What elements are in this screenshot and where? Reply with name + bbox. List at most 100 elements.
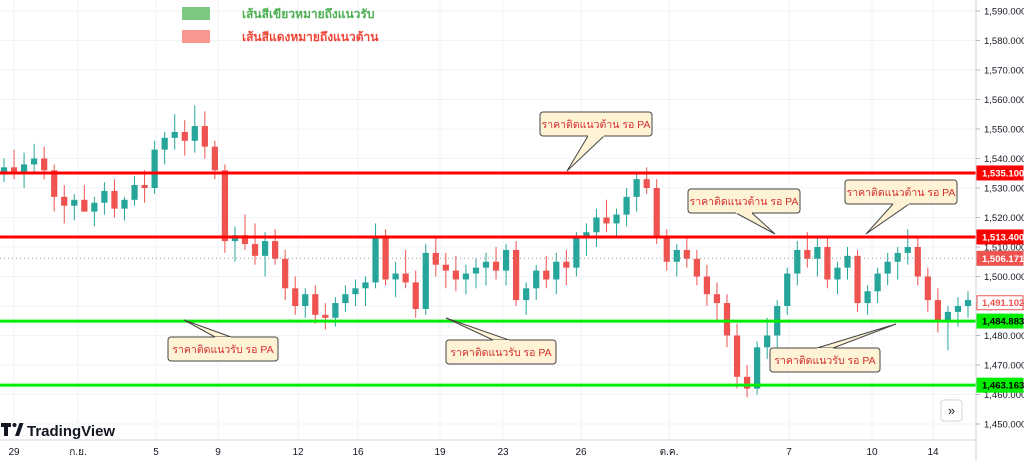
- candle-body: [41, 158, 48, 171]
- legend-label: เส้นสีแดงหมายถึงแนวต้าน: [242, 30, 379, 44]
- callout-text: ราคาติดแนวรับ รอ PA: [450, 347, 551, 359]
- candle-body: [723, 303, 731, 336]
- candle-body: [844, 255, 851, 268]
- candle-body: [472, 267, 480, 274]
- candle-body: [432, 252, 439, 265]
- candles: [0, 105, 972, 398]
- time-label: 19: [434, 447, 446, 458]
- candle-body: [241, 235, 249, 245]
- time-label: 12: [292, 447, 304, 458]
- candle-body: [402, 273, 409, 283]
- candle-body: [81, 199, 88, 212]
- candle-body: [543, 270, 550, 280]
- candle-body: [282, 258, 289, 289]
- candle-body: [523, 288, 530, 301]
- last-price-label: 1,491.102: [982, 298, 1024, 309]
- candle-body: [151, 149, 158, 188]
- resistance-price-label: 1,513.400: [982, 232, 1024, 243]
- candle-body: [251, 244, 259, 256]
- candle-body: [874, 273, 881, 292]
- candle-body: [492, 261, 500, 271]
- price-tick-label: 1,560.000: [984, 95, 1024, 106]
- callout-join: [736, 212, 752, 214]
- candle-body: [733, 335, 741, 377]
- candle-body: [804, 249, 811, 259]
- candle-body: [20, 164, 28, 174]
- candle-body: [442, 264, 449, 271]
- candle-body: [663, 238, 670, 262]
- tradingview-logo-icon: [1, 423, 11, 436]
- current-price-label: 1,506.171: [982, 254, 1024, 265]
- price-tick-label: 1,510.000: [984, 243, 1024, 254]
- candle-body: [904, 247, 911, 253]
- candle-body: [553, 261, 560, 280]
- candle-body: [191, 126, 198, 141]
- callout-join: [215, 337, 231, 339]
- scroll-to-latest-button[interactable]: »: [940, 399, 963, 422]
- callout-join: [588, 135, 604, 137]
- time-label: 10: [866, 447, 878, 458]
- grid: [0, 0, 976, 440]
- price-tick-label: 1,450.000: [984, 420, 1024, 431]
- legend: เส้นสีเขียวหมายถึงแนวรับเส้นสีแดงหมายถึง…: [182, 7, 379, 44]
- candle-body: [502, 249, 510, 271]
- candle-body: [482, 261, 490, 268]
- time-label: 5: [153, 447, 159, 458]
- candle-body: [743, 376, 751, 389]
- price-tick-label: 1,460.000: [984, 390, 1024, 401]
- candle-body: [111, 190, 118, 209]
- price-tick-label: 1,550.000: [984, 125, 1024, 136]
- candle-body: [211, 146, 218, 171]
- candle-body: [141, 185, 148, 188]
- candle-body: [61, 196, 68, 206]
- candle-body: [944, 311, 952, 321]
- candle-body: [272, 241, 279, 259]
- callout-text: ราคาติดแนวรับ รอ PA: [774, 355, 875, 367]
- legend-swatch: [182, 30, 210, 43]
- candle-body: [412, 282, 419, 309]
- candle-body: [964, 300, 972, 306]
- resistance-price-label: 1,535.100: [982, 168, 1024, 179]
- scroll-button-bg[interactable]: [940, 399, 963, 422]
- candle-body: [513, 249, 520, 301]
- tradingview-wordmark: TradingView: [27, 423, 115, 440]
- callout-text: ราคาติดแนวรับ รอ PA: [172, 344, 273, 356]
- candle-body: [181, 131, 188, 141]
- candle-body: [633, 179, 640, 197]
- candle-body: [362, 282, 369, 289]
- candle-body: [101, 190, 108, 203]
- price-tick-label: 1,590.000: [984, 7, 1024, 18]
- candle-body: [593, 217, 600, 233]
- candle-body: [10, 167, 18, 174]
- candle-body: [703, 276, 711, 295]
- support-price-label-bg: [976, 377, 1024, 393]
- callout-text: ราคาติดแนวต้าน รอ PA: [542, 119, 651, 131]
- candle-body: [814, 247, 821, 259]
- tradingview-logo-dot: [12, 423, 17, 427]
- candle-body: [322, 314, 329, 318]
- candle-body: [613, 214, 620, 224]
- time-label: 14: [927, 447, 939, 458]
- candle-body: [332, 303, 339, 318]
- tradingview-logo: TradingView: [1, 423, 115, 440]
- price-tick-label: 1,520.000: [984, 213, 1024, 224]
- time-axis[interactable]: 29 ก.ย. 5 9 12 16 19 23 26 ต.ค. 7 10 14: [0, 439, 976, 458]
- callout-join: [893, 203, 909, 205]
- support-price-label: 1,484.883: [982, 317, 1024, 328]
- candle-body: [924, 276, 931, 301]
- candle-body: [392, 273, 399, 280]
- candle-body: [302, 294, 309, 306]
- candle-body: [292, 288, 299, 306]
- callout-pointer: [566, 135, 606, 172]
- candle-body: [372, 238, 379, 283]
- candle-body: [563, 261, 570, 268]
- candle-body: [583, 232, 590, 239]
- double-chevron-right-icon[interactable]: »: [948, 403, 955, 418]
- candle-body: [131, 185, 138, 200]
- price-tick-label: 1,480.000: [984, 331, 1024, 342]
- candle-body: [352, 288, 359, 295]
- current-price-label-bg: [976, 250, 1024, 266]
